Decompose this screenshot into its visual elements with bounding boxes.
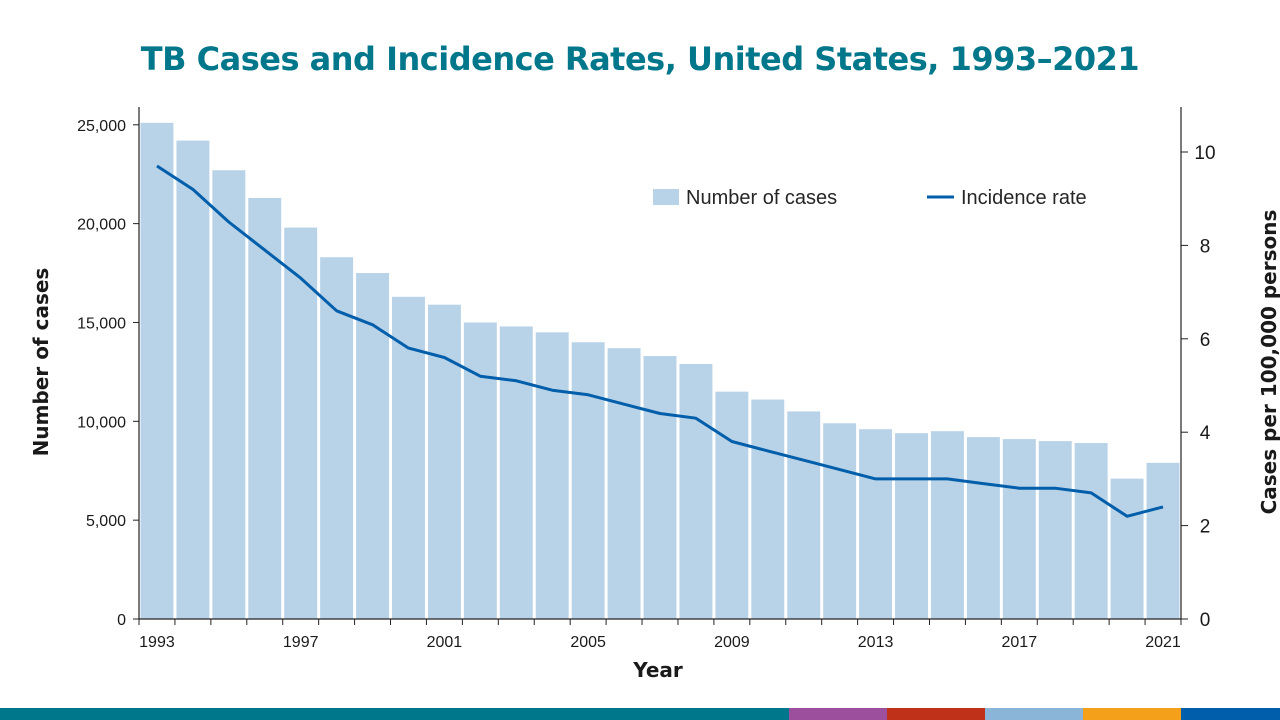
bar-2002 bbox=[463, 322, 497, 619]
bar-1996 bbox=[248, 197, 282, 619]
y2-tick-label: 6 bbox=[1200, 330, 1211, 351]
y2-tick-label: 4 bbox=[1200, 423, 1211, 444]
bar-2006 bbox=[607, 348, 641, 619]
bar-2021 bbox=[1146, 462, 1180, 619]
bar-2010 bbox=[751, 399, 785, 619]
bar-1995 bbox=[212, 170, 246, 620]
bar-1998 bbox=[320, 257, 354, 619]
footer-color-block bbox=[1083, 708, 1181, 720]
legend-label-cases: Number of cases bbox=[686, 187, 837, 209]
bar-2016 bbox=[966, 437, 1000, 619]
y2-tick-label: 8 bbox=[1200, 236, 1211, 257]
x-tick-label: 2001 bbox=[427, 634, 463, 651]
bar-series bbox=[140, 122, 1180, 620]
footer-color-block bbox=[887, 708, 985, 720]
x-tick-label: 1997 bbox=[283, 634, 319, 651]
y-tick-label: 5,000 bbox=[86, 513, 126, 530]
x-tick-label: 2021 bbox=[1145, 634, 1181, 651]
chart-title: TB Cases and Incidence Rates, United Sta… bbox=[140, 40, 1140, 78]
y-tick-label: 0 bbox=[117, 612, 126, 629]
bar-2007 bbox=[643, 356, 677, 619]
y-axis-title: Number of cases bbox=[29, 268, 53, 457]
footer-color-strip bbox=[0, 708, 1280, 720]
y-tick-label: 15,000 bbox=[77, 315, 126, 332]
bar-2015 bbox=[930, 431, 964, 619]
bar-2012 bbox=[823, 423, 857, 619]
y-tick-label: 10,000 bbox=[77, 414, 126, 431]
footer-color-block bbox=[0, 708, 789, 720]
bar-1994 bbox=[176, 140, 210, 619]
legend-label-rate: Incidence rate bbox=[961, 187, 1087, 209]
x-tick-label: 2005 bbox=[570, 634, 606, 651]
y-tick-label: 25,000 bbox=[77, 118, 126, 135]
x-tick-label: 2013 bbox=[858, 634, 894, 651]
bar-2014 bbox=[895, 433, 928, 619]
bar-2017 bbox=[1002, 439, 1036, 619]
bar-2011 bbox=[787, 411, 821, 619]
bar-1997 bbox=[284, 227, 318, 620]
x-axis-title: Year bbox=[632, 658, 683, 682]
y2-tick-label: 10 bbox=[1194, 143, 1215, 164]
bar-1993 bbox=[140, 122, 174, 620]
bar-2020 bbox=[1110, 478, 1144, 619]
bar-2018 bbox=[1038, 441, 1072, 619]
footer-color-block bbox=[1181, 708, 1280, 720]
y-tick-label: 20,000 bbox=[77, 217, 126, 234]
x-tick-label: 1993 bbox=[139, 634, 175, 651]
y2-tick-label: 0 bbox=[1200, 610, 1211, 631]
bar-2003 bbox=[499, 326, 533, 619]
line-series bbox=[156, 164, 1164, 518]
x-tick-label: 2017 bbox=[1002, 634, 1038, 651]
footer-color-block bbox=[985, 708, 1083, 720]
bar-2005 bbox=[571, 342, 605, 619]
bar-2013 bbox=[859, 429, 893, 619]
axes: 0 5,000 10,000 15,000 20,000 25,000 0 2 4 6 8 10 199… bbox=[77, 107, 1216, 651]
legend-swatch-cases bbox=[653, 189, 679, 205]
y2-tick-label: 2 bbox=[1200, 517, 1211, 538]
bar-2009 bbox=[715, 391, 749, 619]
legend: Number of cases Incidence rate bbox=[653, 187, 1087, 209]
x-tick-label: 2009 bbox=[714, 634, 750, 651]
bar-2004 bbox=[535, 332, 569, 619]
y2-axis-title: Cases per 100,000 persons bbox=[1257, 210, 1280, 515]
bar-2001 bbox=[427, 304, 461, 619]
footer-color-block bbox=[789, 708, 887, 720]
bar-2019 bbox=[1074, 443, 1108, 619]
bar-2008 bbox=[679, 363, 713, 619]
bar-2000 bbox=[392, 296, 425, 619]
